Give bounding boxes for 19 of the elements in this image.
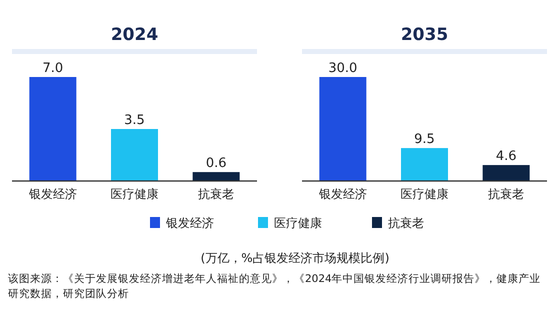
x-tick-label: 银发经济 bbox=[28, 187, 77, 201]
legend-label: 医疗健康 bbox=[274, 216, 322, 230]
x-tick-label: 医疗健康 bbox=[400, 187, 448, 201]
x-tick-label: 银发经济 bbox=[318, 187, 367, 201]
data-label: 0.6 bbox=[206, 156, 227, 172]
text: 该图来源：《关于发展银发经济增进老年人福祉的意见》，《2024年中国银发经济行业调研报告》，健康产业研究数据，研究团队分析 bbox=[8, 272, 542, 302]
data-label: 4.6 bbox=[496, 149, 517, 164]
x-tick-label: 医疗健康 bbox=[110, 187, 158, 201]
data-label: 7.0 bbox=[42, 61, 64, 76]
data-label: 3.5 bbox=[124, 113, 145, 128]
text: (万亿，%占银发经济市场规模比例) bbox=[200, 251, 390, 265]
chart-title: 2024 bbox=[110, 25, 158, 45]
x-tick-label: 抗衰老 bbox=[488, 187, 524, 201]
legend-label: 银发经济 bbox=[165, 216, 214, 230]
data-label: 9.5 bbox=[414, 132, 435, 148]
legend-label: 抗衰老 bbox=[388, 216, 424, 230]
x-tick-label: 抗衰老 bbox=[198, 187, 234, 201]
data-label: 30.0 bbox=[328, 61, 358, 76]
chart-title: 2035 bbox=[400, 25, 448, 45]
